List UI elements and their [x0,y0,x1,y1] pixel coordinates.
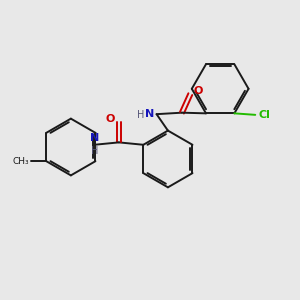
Text: O: O [194,86,203,96]
Text: O: O [106,114,115,124]
Text: N: N [90,133,99,143]
Text: N: N [146,109,154,119]
Text: H: H [137,110,145,120]
Text: CH₃: CH₃ [13,157,29,166]
Text: Cl: Cl [259,110,271,120]
Text: H: H [91,146,98,156]
